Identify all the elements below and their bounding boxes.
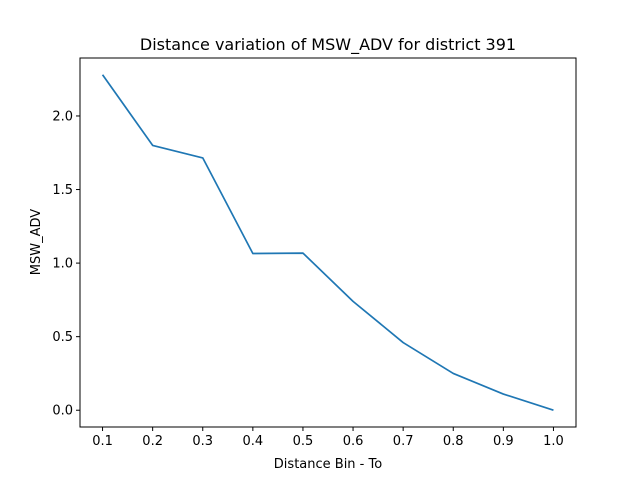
x-tick-label: 0.7 bbox=[393, 434, 414, 449]
chart-title: Distance variation of MSW_ADV for distri… bbox=[140, 35, 516, 55]
y-tick-label: 0.0 bbox=[52, 404, 73, 419]
x-tick-label: 0.4 bbox=[243, 434, 264, 449]
plot-layer: 0.1 0.2 0.3 0.4 0.5 0.6 0.7 0.8 0.9 1.0 0.0 0.5 1.0 1… bbox=[52, 74, 564, 449]
y-axis-label: MSW_ADV bbox=[29, 209, 44, 275]
x-axis-label: Distance Bin - To bbox=[274, 457, 382, 472]
y-tick-label: 0.5 bbox=[52, 330, 73, 345]
x-tick-label: 0.6 bbox=[343, 434, 364, 449]
y-tick-label: 2.0 bbox=[52, 109, 73, 124]
plot-frame bbox=[79, 57, 577, 428]
x-tick-label: 0.8 bbox=[443, 434, 464, 449]
y-tick-label: 1.0 bbox=[52, 257, 73, 272]
y-tick-label: 1.5 bbox=[52, 183, 73, 198]
x-tick-label: 0.1 bbox=[92, 434, 113, 449]
x-tick-label: 0.2 bbox=[142, 434, 163, 449]
x-tick-label: 1.0 bbox=[543, 434, 564, 449]
x-tick-label: 0.9 bbox=[493, 434, 514, 449]
series-line bbox=[101, 74, 554, 412]
x-tick-label: 0.3 bbox=[192, 434, 213, 449]
x-tick-label: 0.5 bbox=[293, 434, 314, 449]
